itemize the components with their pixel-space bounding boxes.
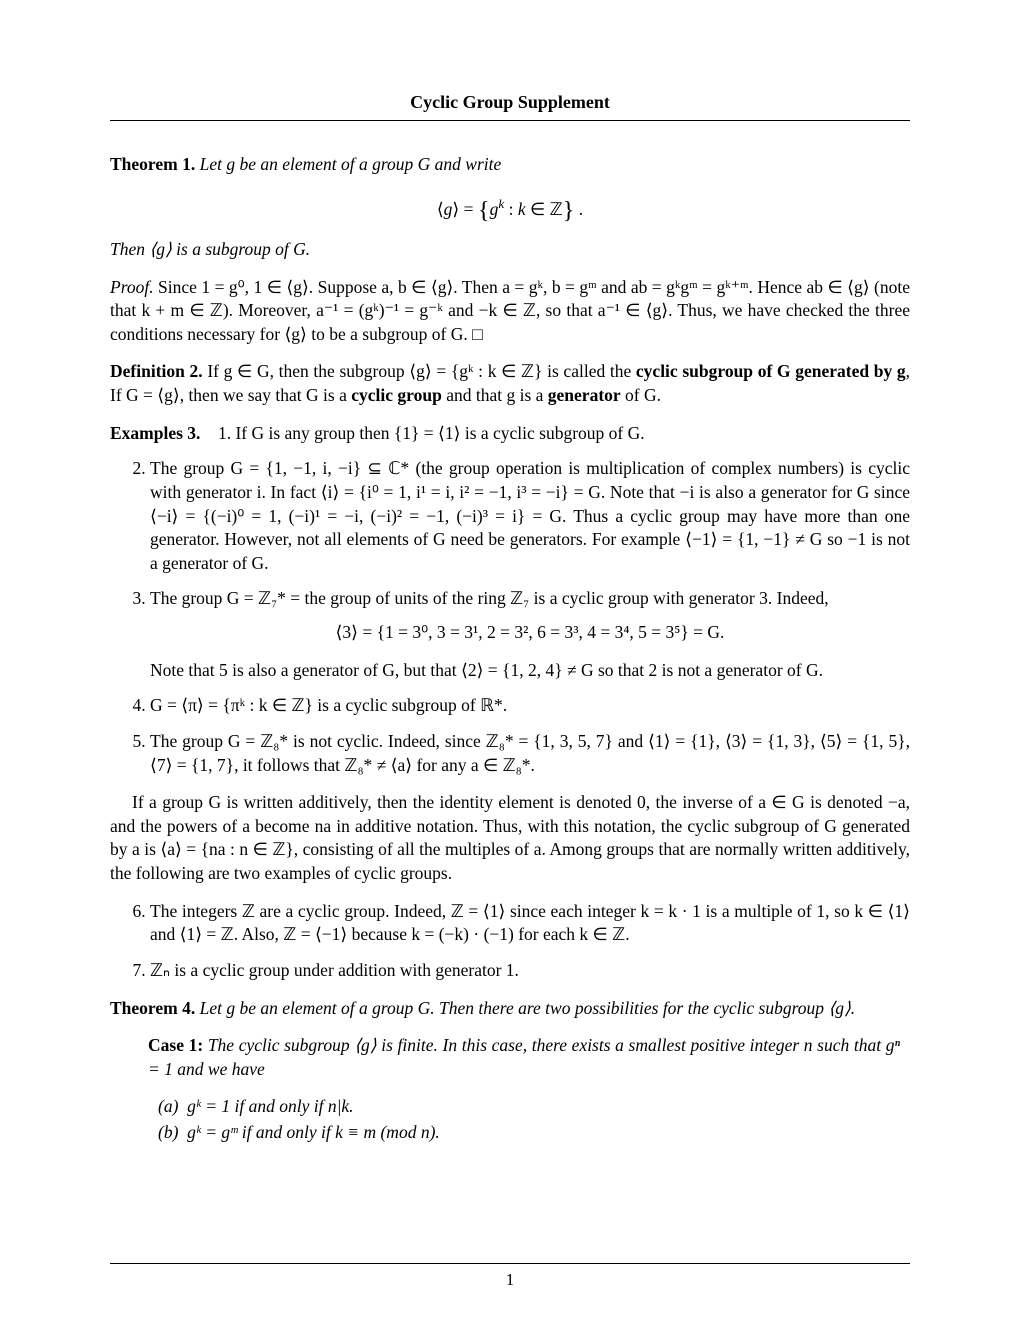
theorem-1: Theorem 1. Let g be an element of a grou… — [110, 153, 910, 177]
additive-paragraph: If a group G is written additively, then… — [110, 791, 910, 886]
page-number: 1 — [0, 1269, 1020, 1292]
sub-b-label: (b) — [158, 1122, 178, 1142]
sub-b-body: gᵏ = gᵐ if and only if k ≡ m (mod n). — [187, 1122, 440, 1142]
examples-continued: The integers ℤ are a cyclic group. Indee… — [110, 900, 910, 983]
examples-3-label: Examples 3. — [110, 423, 200, 443]
example-3-line1: The group G = ℤ₇* = the group of units o… — [150, 588, 829, 608]
example-2: The group G = {1, −1, i, −i} ⊆ ℂ* (the g… — [150, 457, 910, 575]
theorem-1-equation: ⟨g⟩ = {gk : k ∈ ℤ} . — [110, 191, 910, 224]
footer-rule — [110, 1263, 910, 1264]
case-1-body: The cyclic subgroup ⟨g⟩ is finite. In th… — [148, 1035, 900, 1079]
theorem-4-label: Theorem 4. — [110, 998, 195, 1018]
sub-b: (b) gᵏ = gᵐ if and only if k ≡ m (mod n)… — [158, 1121, 910, 1145]
theorem-1-label: Theorem 1. — [110, 154, 195, 174]
example-3-line2: Note that 5 is also a generator of G, bu… — [150, 660, 823, 680]
definition-2-text-3: and that g is a — [442, 385, 548, 405]
page: Cyclic Group Supplement Theorem 1. Let g… — [0, 0, 1020, 1320]
theorem-1-statement-pre: Let g be an element of a group G and wri… — [200, 154, 502, 174]
theorem-1-statement-post: Then ⟨g⟩ is a subgroup of G. — [110, 238, 910, 262]
theorem-4-sublist: (a) gᵏ = 1 if and only if n|k. (b) gᵏ = … — [158, 1095, 910, 1144]
example-4: G = ⟨π⟩ = {πᵏ : k ∈ ℤ} is a cyclic subgr… — [150, 694, 910, 718]
definition-2: Definition 2. If g ∈ G, then the subgrou… — [110, 360, 910, 407]
proof-label: Proof. — [110, 277, 154, 297]
definition-2-text-1: If g ∈ G, then the subgroup ⟨g⟩ = {gᵏ : … — [207, 361, 636, 381]
page-title: Cyclic Group Supplement — [110, 90, 910, 121]
theorem-1-proof: Proof. Since 1 = g⁰, 1 ∈ ⟨g⟩. Suppose a,… — [110, 276, 910, 347]
definition-2-label: Definition 2. — [110, 361, 203, 381]
definition-2-bold-2: cyclic group — [351, 385, 442, 405]
proof-body: Since 1 = g⁰, 1 ∈ ⟨g⟩. Suppose a, b ∈ ⟨g… — [110, 277, 910, 344]
examples-3: Examples 3. 1. If G is any group then {1… — [110, 422, 910, 778]
theorem-4: Theorem 4. Let g be an element of a grou… — [110, 997, 910, 1021]
theorem-4-statement: Let g be an element of a group G. Then t… — [200, 998, 856, 1018]
definition-2-bold-1: cyclic subgroup of G generated by g — [636, 361, 906, 381]
theorem-4-case-1: Case 1: The cyclic subgroup ⟨g⟩ is finit… — [148, 1034, 900, 1081]
sub-a-label: (a) — [158, 1096, 178, 1116]
sub-a: (a) gᵏ = 1 if and only if n|k. — [158, 1095, 910, 1119]
definition-2-text-4: of G. — [621, 385, 661, 405]
example-5: The group G = ℤ₈* is not cyclic. Indeed,… — [150, 730, 910, 777]
example-7: ℤₙ is a cyclic group under addition with… — [150, 959, 910, 983]
example-3: The group G = ℤ₇* = the group of units o… — [150, 587, 910, 682]
example-1: If G is any group then {1} = ⟨1⟩ is a cy… — [235, 423, 644, 443]
example-3-eq: ⟨3⟩ = {1 = 3⁰, 3 = 3¹, 2 = 3², 6 = 3³, 4… — [150, 621, 910, 645]
definition-2-bold-3: generator — [548, 385, 621, 405]
sub-a-body: gᵏ = 1 if and only if n|k. — [187, 1096, 353, 1116]
example-6: The integers ℤ are a cyclic group. Indee… — [150, 900, 910, 947]
case-1-label: Case 1: — [148, 1035, 203, 1055]
